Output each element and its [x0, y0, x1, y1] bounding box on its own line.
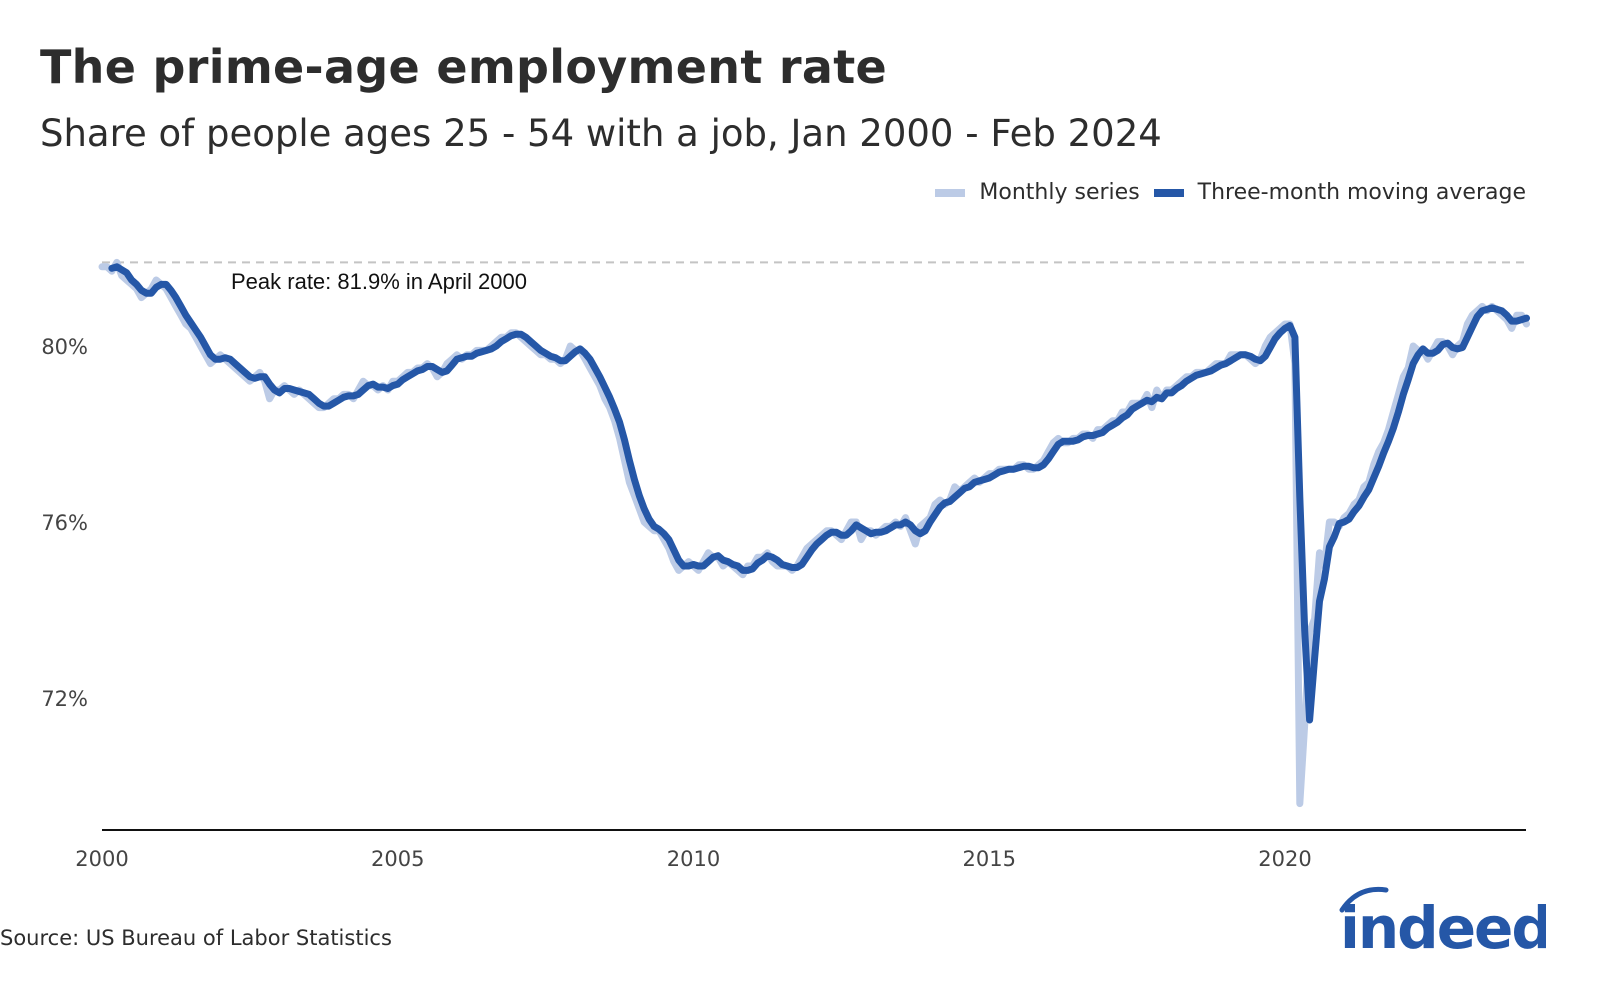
legend-label-monthly: Monthly series [979, 180, 1140, 205]
y-tick-label: 72% [41, 687, 88, 711]
legend-swatch-monthly [935, 188, 966, 197]
x-tick-label: 2010 [667, 847, 720, 871]
y-tick-label: 76% [41, 511, 88, 535]
series-line-monthly [98, 258, 1530, 808]
peak-annotation: Peak rate: 81.9% in April 2000 [231, 269, 527, 294]
x-tick-label: 2020 [1258, 847, 1311, 871]
legend-item-moving-average: Three-month moving average [1153, 180, 1526, 205]
legend-item-monthly: Monthly series [935, 180, 1140, 205]
y-tick-label: 80% [41, 335, 88, 359]
x-tick-label: 2000 [75, 847, 128, 871]
legend-label-moving-average: Three-month moving average [1197, 180, 1526, 205]
source-note: Source: US Bureau of Labor Statistics [0, 926, 392, 950]
series-line-moving-average [108, 263, 1530, 724]
legend-swatch-moving-average [1153, 188, 1184, 197]
svg-text:indeed: indeed [1340, 894, 1546, 960]
legend: Monthly series Three-month moving averag… [935, 180, 1526, 205]
x-tick-label: 2015 [963, 847, 1016, 871]
x-tick-label: 2005 [371, 847, 424, 871]
chart-subtitle: Share of people ages 25 - 54 with a job,… [40, 112, 1162, 155]
indeed-logo: indeed [1339, 886, 1546, 960]
chart-title: The prime-age employment rate [40, 40, 888, 94]
